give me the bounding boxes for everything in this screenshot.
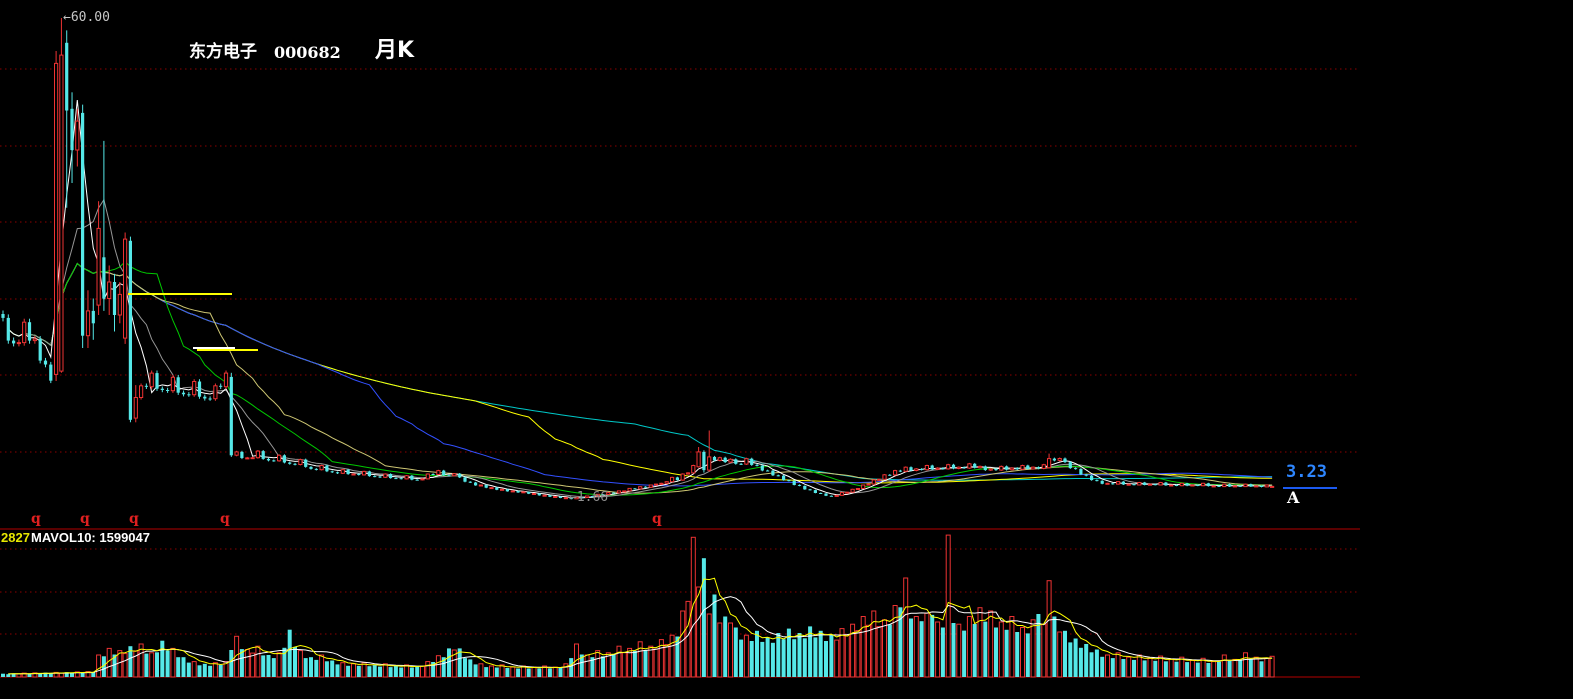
- flat-price-segments: [128, 293, 258, 351]
- mavol-lines: [8, 577, 1273, 675]
- period-label: 月K: [375, 38, 415, 63]
- ma-lines: [7, 99, 1273, 499]
- ex-dividend-marker: q: [220, 511, 230, 527]
- volume-current-value: 2827: [1, 530, 30, 545]
- mavol10-readout: MAVOL10: 1599047: [31, 530, 150, 545]
- stock-code: 000682: [274, 43, 341, 62]
- marker-a-label: A: [1287, 488, 1300, 507]
- candlesticks: [1, 18, 1275, 500]
- last-price-label: 3.23: [1286, 462, 1327, 482]
- last-price-level-line: [1283, 487, 1337, 489]
- ex-dividend-marker: q: [652, 511, 662, 527]
- ex-dividend-marker: q: [80, 511, 90, 527]
- stock-name: 东方电子: [189, 42, 257, 62]
- ex-dividend-marker: q: [31, 511, 41, 527]
- high-price-annotation: ←60.00: [63, 10, 110, 25]
- low-price-annotation: ←1.66: [569, 490, 609, 505]
- ex-dividend-marker: q: [129, 511, 139, 527]
